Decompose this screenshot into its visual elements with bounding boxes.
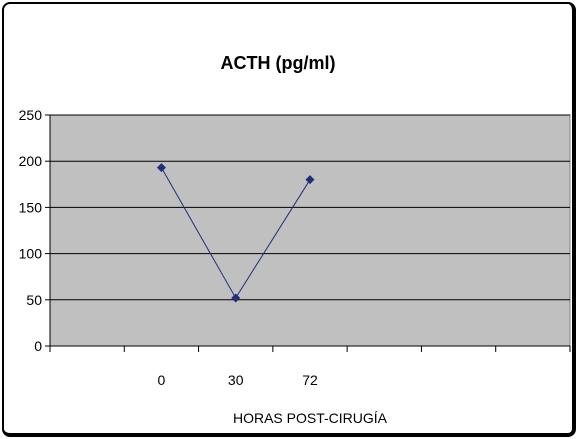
plot-area bbox=[49, 114, 571, 347]
y-tick-label: 100 bbox=[19, 246, 43, 262]
y-tick-label: 50 bbox=[26, 292, 42, 308]
y-tick-label: 200 bbox=[19, 153, 43, 169]
y-tick-label: 150 bbox=[19, 199, 43, 215]
data-point bbox=[156, 163, 166, 173]
x-tick-label: 0 bbox=[158, 372, 166, 388]
y-tick-label: 250 bbox=[19, 107, 43, 123]
x-tick-label: 30 bbox=[228, 372, 244, 388]
x-tick-label: 72 bbox=[302, 372, 318, 388]
data-point bbox=[231, 293, 241, 303]
data-point bbox=[305, 175, 315, 185]
y-tick-label: 0 bbox=[34, 338, 42, 354]
chart-title: ACTH (pg/ml) bbox=[221, 53, 336, 73]
x-axis-title: HORAS POST-CIRUGÍA bbox=[233, 410, 388, 426]
